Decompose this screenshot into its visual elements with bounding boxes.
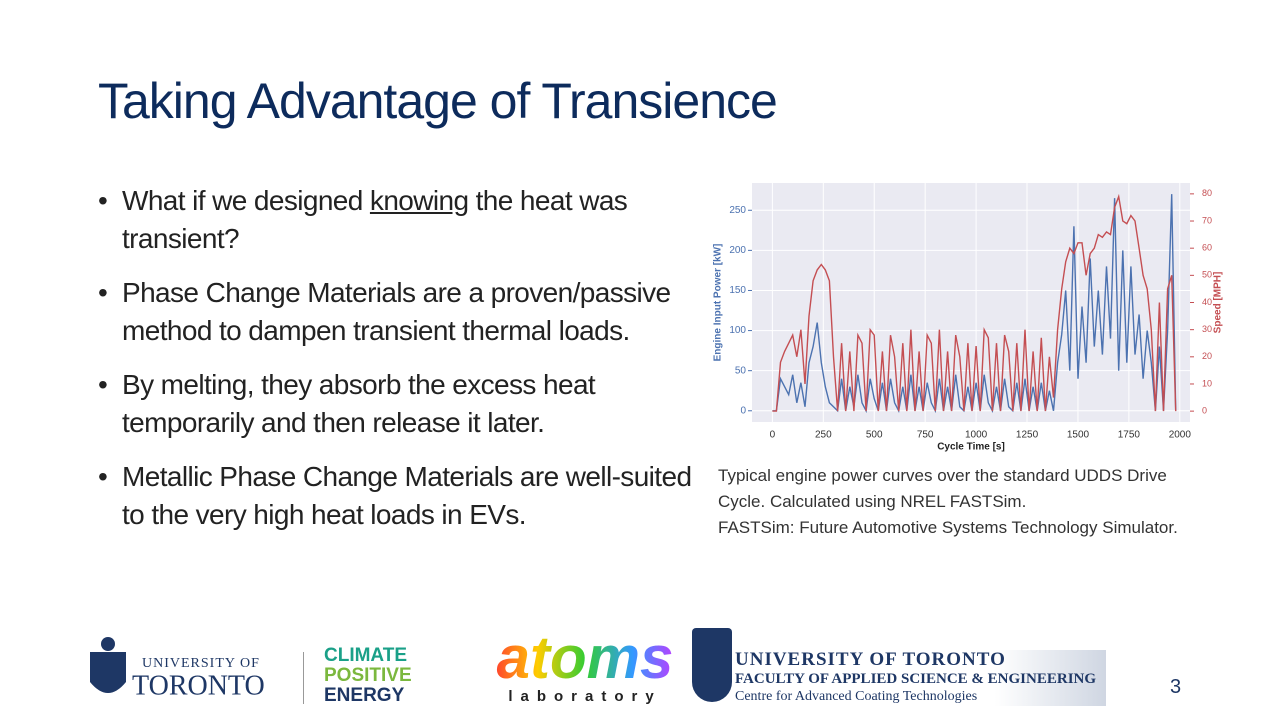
- logo-text: FACULTY OF APPLIED SCIENCE & ENGINEERING: [735, 671, 1097, 687]
- divider: [303, 652, 304, 704]
- x-tick-label: 750: [917, 430, 934, 441]
- slide-title: Taking Advantage of Transience: [98, 73, 778, 129]
- y2-tick-label: 60: [1202, 243, 1212, 253]
- underlined-text: knowing: [369, 185, 469, 216]
- x-tick-label: 250: [815, 430, 832, 441]
- caption: Typical engine power curves over the sta…: [718, 463, 1208, 541]
- y2-axis-label: Speed [MPH]: [1213, 272, 1224, 334]
- bullet: What if we designed knowing the heat was…: [98, 182, 698, 258]
- y2-tick-label: 80: [1202, 188, 1212, 198]
- y2-tick-label: 20: [1202, 351, 1212, 361]
- y-tick-label: 0: [740, 405, 746, 416]
- y2-tick-label: 0: [1202, 406, 1207, 416]
- atoms-logo: atoms laboratory: [490, 628, 680, 706]
- bullet: Metallic Phase Change Materials are well…: [98, 458, 698, 534]
- logo-text: ENERGY: [324, 685, 405, 706]
- text: the heat was transient?: [122, 185, 628, 254]
- logo-text: CLIMATE: [324, 645, 408, 666]
- y2-tick-label: 30: [1202, 324, 1212, 334]
- logo-text: UNIVERSITY OF TORONTO: [735, 649, 1006, 670]
- logo-text: POSITIVE: [324, 665, 412, 686]
- x-tick-label: 0: [770, 430, 776, 441]
- y-tick-label: 200: [729, 245, 746, 256]
- bullet-list: What if we designed knowing the heat was…: [98, 182, 698, 550]
- y2-tick-label: 40: [1202, 297, 1212, 307]
- logo-text: UNIVERSITY OF: [142, 656, 260, 671]
- x-tick-label: 1500: [1067, 430, 1090, 441]
- bullet: Phase Change Materials are a proven/pass…: [98, 274, 698, 350]
- y2-tick-label: 10: [1202, 378, 1212, 388]
- series-line: [772, 193, 1177, 412]
- caption-line: Typical engine power curves over the sta…: [718, 466, 1167, 511]
- crest: [692, 628, 732, 702]
- logo-text: laboratory: [508, 688, 662, 705]
- y2-tick-label: 50: [1202, 270, 1212, 280]
- climate-logo: CLIMATE POSITIVE ENERGY: [324, 646, 412, 706]
- x-tick-label: 1750: [1118, 430, 1141, 441]
- crest-top: [101, 637, 115, 651]
- text: What if we designed: [122, 185, 370, 216]
- y-tick-label: 100: [729, 325, 746, 336]
- crest: [90, 652, 126, 693]
- page-number: 3: [1170, 676, 1182, 698]
- x-tick-label: 1250: [1016, 430, 1039, 441]
- y2-tick-label: 70: [1202, 215, 1212, 225]
- x-tick-label: 500: [866, 430, 883, 441]
- logo-text: atoms: [490, 628, 680, 688]
- y-tick-label: 150: [729, 285, 746, 296]
- caption-line: FASTSim: Future Automotive Systems Techn…: [718, 518, 1178, 537]
- logo-text: TORONTO: [132, 670, 265, 701]
- x-tick-label: 2000: [1169, 430, 1192, 441]
- logo-text: Centre for Advanced Coating Technologies: [735, 689, 978, 704]
- y-tick-label: 250: [729, 205, 746, 216]
- plot-area: [752, 183, 1190, 422]
- x-axis-label: Cycle Time [s]: [937, 442, 1005, 453]
- series-line: [772, 194, 1177, 414]
- uoft-logo: UNIVERSITY OF TORONTO: [90, 637, 265, 701]
- y-axis-label: Engine Input Power [kW]: [713, 244, 724, 362]
- bullet: By melting, they absorb the excess heat …: [98, 366, 698, 442]
- x-tick-label: 1000: [965, 430, 988, 441]
- faculty-logo: UNIVERSITY OF TORONTO FACULTY OF APPLIED…: [735, 649, 1107, 706]
- y-tick-label: 50: [735, 365, 747, 376]
